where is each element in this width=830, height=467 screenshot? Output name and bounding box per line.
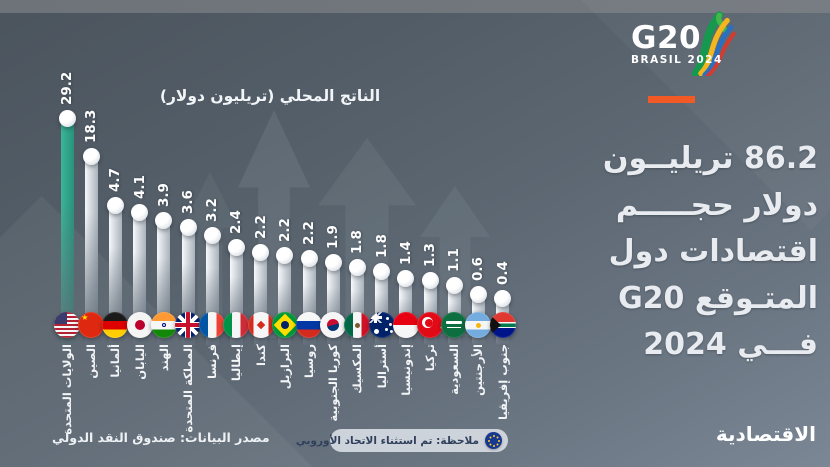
flag-au-icon [368,312,395,338]
bar-cap-circle [421,271,439,289]
g20-ribbon-icon [691,11,736,76]
bar-cap-circle [155,211,173,229]
flag-us-icon [54,312,80,338]
headline: 86.2 تريليــون دولار حجـــــم اقتصادات د… [528,136,818,369]
headline-line-3: اقتصادات دول [608,234,818,269]
flag-id-icon [392,312,419,338]
bar-cap-circle [227,238,245,256]
value-label: 1.1 [446,247,463,272]
flag-ca-icon [247,312,274,338]
value-label: 1.3 [422,242,438,267]
bar [108,205,122,346]
flag-ar-icon [465,312,492,338]
note-text: ملاحظة: تم استثناء الاتحاد الأوروبي [295,434,479,447]
bar-cap-circle [131,203,149,221]
headline-line-1: 86.2 تريليــون [602,141,818,176]
value-label: 29.2 [59,71,75,105]
g20-logo-subtext: BRASIL 2024 [631,54,723,66]
value-label: 1.4 [397,240,414,265]
bar [60,118,74,346]
flag-br-icon [271,312,298,338]
eu-flag-icon [485,432,502,449]
g20-logo-text: G20 [631,20,702,56]
value-label: 18.3 [83,109,100,143]
bar-cap-circle [373,262,391,280]
flag-kr-icon [320,312,347,338]
bar-cap-circle [445,276,463,294]
value-label: 4.1 [131,174,148,199]
flag-jp-icon [126,312,153,338]
flag-sa-icon [441,312,468,338]
value-label: 4.7 [107,167,124,192]
value-label: 0.6 [470,256,487,281]
bar-cap-circle [469,285,487,303]
bar-cap-circle [82,147,100,165]
flag-it-icon [223,312,250,338]
flag-de-icon [102,312,129,338]
bar-cap-circle [494,289,512,307]
bar [84,156,98,346]
publisher-logo: الاقتصادية [715,422,816,446]
g20-brasil-logo: G20 BRASIL 2024 [629,11,741,76]
value-label: 3.2 [204,197,221,222]
value-label: 1.9 [325,224,342,249]
bar-cap-circle [348,258,366,276]
value-label: 2.2 [252,214,269,239]
country-label: البرازيل [277,344,292,390]
value-label: 2.4 [228,209,245,234]
flag-in-icon [150,312,177,338]
flag-mx-icon [344,312,371,338]
flag-fr-icon [199,312,226,338]
note-pill: ملاحظة: تم استثناء الاتحاد الأوروبي [296,429,508,452]
value-label: 2.2 [301,220,317,245]
bar-cap-circle [397,269,415,287]
value-label: 1.8 [349,229,366,254]
headline-line-2: دولار حجـــــم [615,187,818,223]
bar-cap-circle [276,246,294,264]
bar-cap-circle [58,109,76,127]
value-label: 2.2 [276,217,293,242]
value-label: 0.4 [494,260,511,285]
bar-cap-circle [252,243,270,261]
chart-title: الناتج المحلي (تريليون دولار) [159,87,381,105]
flag-za-icon [489,312,516,338]
top-band [0,0,830,13]
bar-cap-circle [106,196,124,214]
bar-cap-circle [324,253,342,271]
bar-cap-circle [203,226,221,244]
bar-cap-circle [300,249,318,267]
flag-gb-icon [175,312,201,338]
value-label: 3.9 [155,182,172,207]
value-label: 3.6 [180,189,196,214]
flag-ru-icon [296,312,322,338]
data-source: مصدر البيانات: صندوق النقد الدولي [52,430,270,445]
value-label: 1.8 [373,233,390,258]
headline-line-4: المتـوقع G20 [618,280,818,316]
flag-cn-icon [78,312,105,338]
flag-tr-icon [417,312,443,338]
bar-cap-circle [179,218,197,236]
headline-line-5: فـــي 2024 [643,327,818,362]
orange-accent-bar [648,96,695,103]
